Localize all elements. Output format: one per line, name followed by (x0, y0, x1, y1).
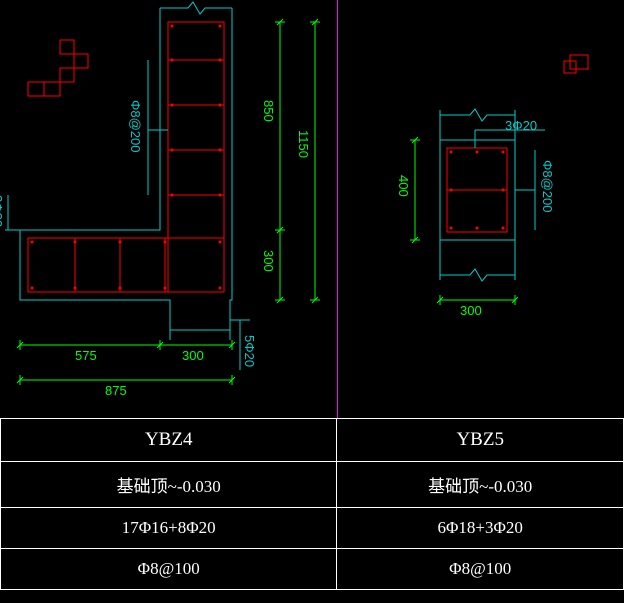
dim-300-r: 300 (460, 303, 482, 318)
label-phi8-200-r: Φ8@200 (540, 160, 555, 213)
label-phi8-200-left: Φ8@200 (128, 100, 143, 153)
dim-1150: 1150 (296, 130, 311, 158)
label-3phi20-left: 3Φ20 (0, 195, 5, 227)
cell-stirrup-ybz5: Φ8@100 (337, 549, 624, 590)
dim-575: 575 (75, 348, 97, 363)
ybz5-drawing (345, 0, 624, 420)
cell-stirrup-ybz4: Φ8@100 (1, 549, 337, 590)
cell-elev-ybz5: 基础顶~-0.030 (337, 462, 624, 508)
spec-table: YBZ4 YBZ5 基础顶~-0.030 基础顶~-0.030 17Φ16+8Φ… (0, 418, 624, 590)
cell-longit-ybz4: 17Φ16+8Φ20 (1, 508, 337, 549)
drawing-canvas: 850 1150 300 575 300 875 Φ8@200 3Φ20 5Φ2… (0, 0, 624, 418)
cell-elev-ybz4: 基础顶~-0.030 (1, 462, 337, 508)
dim-850: 850 (261, 100, 276, 122)
cell-name-ybz4: YBZ4 (1, 419, 337, 462)
label-5phi20: 5Φ20 (242, 335, 257, 367)
cell-longit-ybz5: 6Φ18+3Φ20 (337, 508, 624, 549)
label-3phi20-r: 3Φ20 (505, 118, 537, 133)
cell-name-ybz5: YBZ5 (337, 419, 624, 462)
dim-400: 400 (396, 175, 411, 197)
dim-300v: 300 (261, 250, 276, 272)
ybz4-drawing (0, 0, 340, 420)
dim-875: 875 (105, 383, 127, 398)
dim-300h: 300 (182, 348, 204, 363)
